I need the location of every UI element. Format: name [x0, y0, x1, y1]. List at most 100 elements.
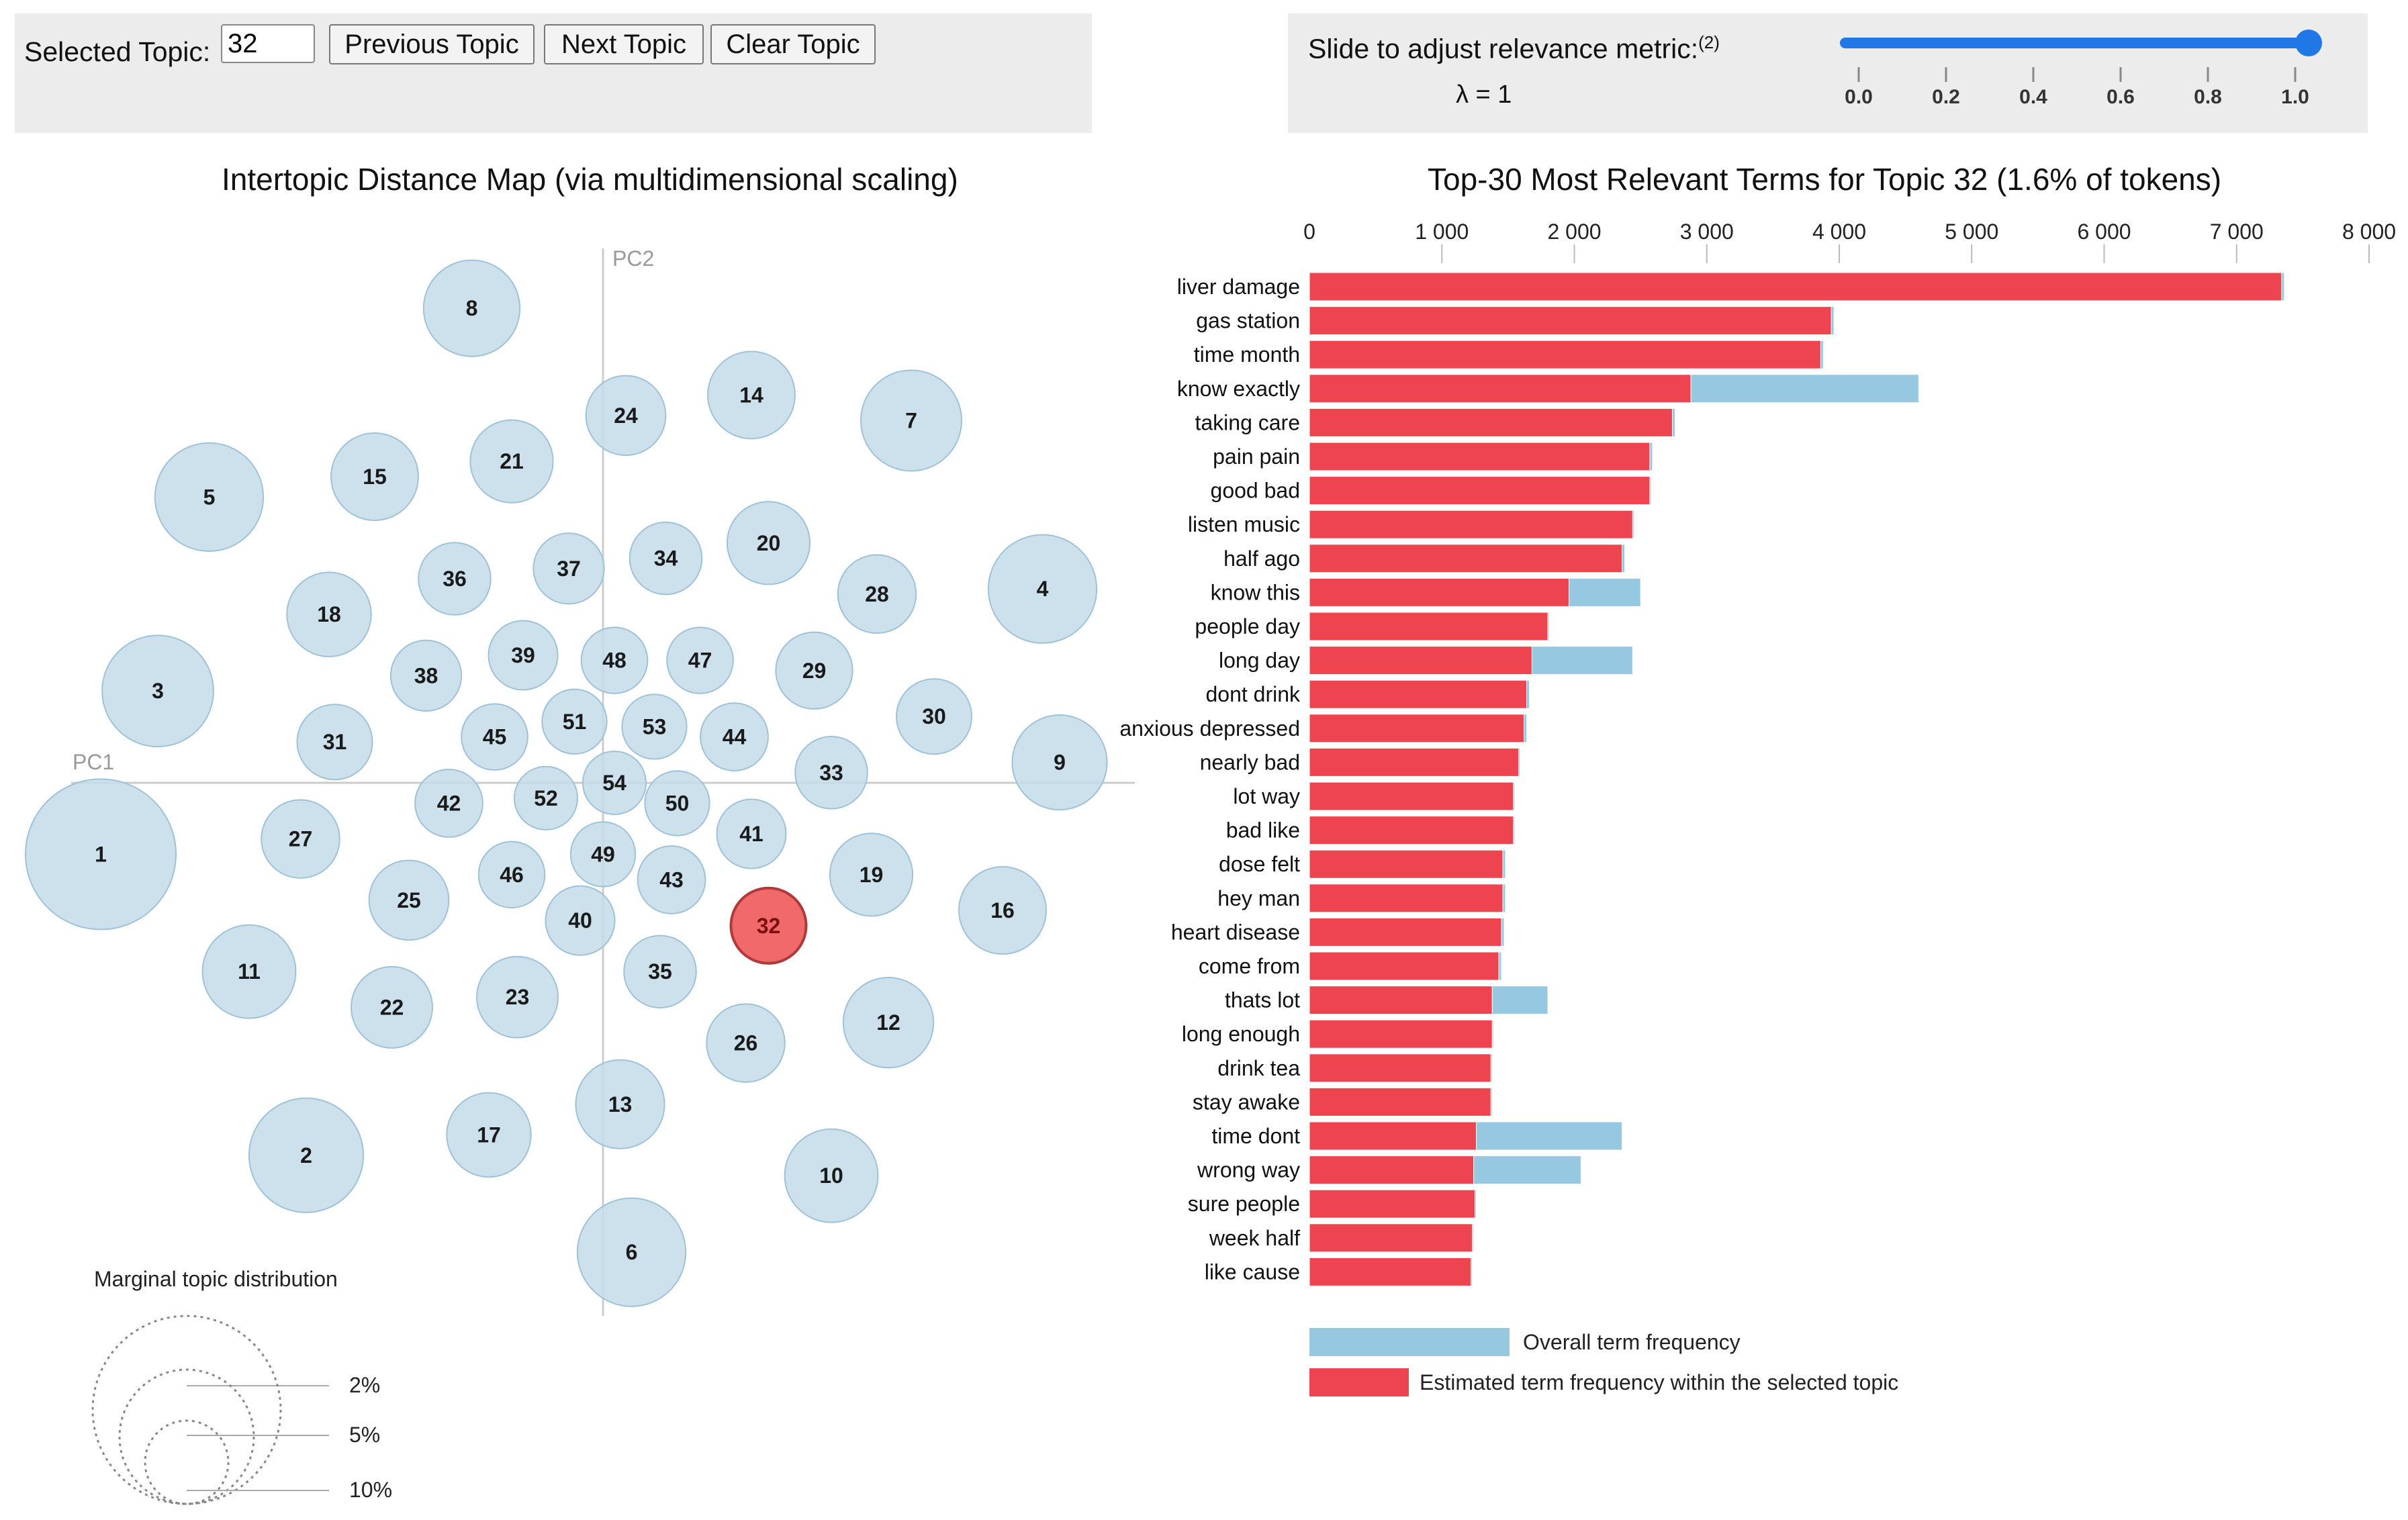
topic-bubble-45[interactable]: 45 [461, 703, 528, 771]
topic-bubble-4[interactable]: 4 [987, 534, 1098, 644]
term-row[interactable]: lot way [1233, 781, 1516, 811]
topic-bubble-40[interactable]: 40 [545, 885, 616, 956]
topic-circle[interactable] [201, 924, 297, 1019]
topic-bubble-37[interactable]: 37 [532, 532, 605, 605]
topic-bubble-51[interactable]: 51 [541, 688, 608, 755]
topic-frequency-bar[interactable] [1309, 816, 1514, 845]
topic-bubble-2[interactable]: 2 [248, 1097, 365, 1213]
topic-circle[interactable] [569, 821, 637, 888]
topic-circle[interactable] [576, 1197, 687, 1307]
topic-frequency-bar[interactable] [1309, 917, 1502, 947]
topic-bubble-13[interactable]: 13 [575, 1059, 665, 1149]
topic-frequency-bar[interactable] [1309, 679, 1527, 709]
topic-circle[interactable] [829, 833, 914, 917]
topic-frequency-bar[interactable] [1309, 1121, 1477, 1151]
topic-circle[interactable] [476, 955, 559, 1039]
topic-bubble-34[interactable]: 34 [629, 521, 703, 596]
topic-circle[interactable] [532, 532, 605, 605]
topic-bubble-39[interactable]: 39 [488, 620, 559, 691]
topic-circle[interactable] [580, 626, 649, 694]
term-row[interactable]: listen music [1188, 510, 1634, 539]
topic-bubble-25[interactable]: 25 [368, 859, 450, 941]
term-row[interactable]: stay awake [1193, 1087, 1493, 1117]
topic-circle[interactable] [716, 798, 787, 869]
term-row[interactable]: gas station [1196, 306, 1835, 336]
topic-bubble-12[interactable]: 12 [842, 977, 935, 1069]
topic-bubble-49[interactable]: 49 [569, 821, 637, 888]
topic-bubble-35[interactable]: 35 [623, 935, 697, 1008]
topic-circle[interactable] [389, 639, 463, 712]
topic-bubble-43[interactable]: 43 [637, 845, 706, 914]
topic-circle[interactable] [575, 1059, 665, 1149]
topic-circle[interactable] [706, 1003, 786, 1083]
topic-bubble-10[interactable]: 10 [784, 1128, 879, 1223]
topic-bubble-42[interactable]: 42 [414, 769, 483, 838]
topic-bubble-53[interactable]: 53 [621, 694, 688, 760]
topic-bubble-3[interactable]: 3 [101, 634, 214, 748]
topic-frequency-bar[interactable] [1309, 1223, 1473, 1253]
topic-bubble-11[interactable]: 11 [201, 924, 297, 1019]
topic-frequency-bar[interactable] [1309, 1053, 1491, 1083]
term-row[interactable]: bad like [1226, 816, 1516, 845]
term-row[interactable]: dose felt [1219, 849, 1506, 879]
topic-bubble-44[interactable]: 44 [700, 702, 769, 771]
topic-bubble-19[interactable]: 19 [829, 833, 914, 917]
topic-bubble-16[interactable]: 16 [958, 866, 1047, 955]
term-row[interactable]: long day [1219, 646, 1633, 675]
topic-circle[interactable] [296, 704, 373, 781]
clear-topic-button[interactable]: Clear Topic [710, 24, 876, 64]
topic-frequency-bar[interactable] [1309, 1087, 1491, 1117]
topic-bubble-32[interactable]: 32 [729, 886, 808, 965]
slider-thumb[interactable] [2295, 30, 2322, 56]
topic-frequency-bar[interactable] [1309, 1257, 1472, 1286]
topic-bubble-54[interactable]: 54 [582, 750, 647, 816]
topic-bubble-48[interactable]: 48 [580, 626, 649, 694]
topic-bubble-15[interactable]: 15 [330, 432, 419, 521]
term-row[interactable]: liver damage [1177, 272, 2285, 301]
topic-bubble-30[interactable]: 30 [896, 678, 972, 755]
term-row[interactable]: come from [1199, 951, 1502, 981]
term-row[interactable]: know this [1211, 577, 1641, 607]
topic-frequency-bar[interactable] [1309, 408, 1673, 437]
topic-circle[interactable] [545, 885, 616, 956]
term-row[interactable]: time month [1194, 340, 1824, 369]
term-row[interactable]: thats lot [1225, 986, 1548, 1015]
topic-circle[interactable] [513, 765, 579, 830]
topic-bubble-7[interactable]: 7 [860, 369, 963, 472]
topic-circle[interactable] [860, 369, 963, 472]
topic-circle[interactable] [461, 703, 528, 771]
topic-bubble-38[interactable]: 38 [389, 639, 463, 712]
term-row[interactable]: pain pain [1213, 442, 1653, 471]
topic-frequency-bar[interactable] [1309, 986, 1493, 1015]
topic-circle[interactable] [351, 965, 433, 1049]
topic-bubble-21[interactable]: 21 [469, 419, 554, 504]
term-row[interactable]: dont drink [1205, 679, 1530, 709]
selected-topic-input[interactable] [221, 24, 315, 63]
topic-circle[interactable] [784, 1128, 879, 1223]
topic-bubble-41[interactable]: 41 [716, 798, 787, 869]
topic-bubble-27[interactable]: 27 [261, 799, 340, 879]
topic-circle[interactable] [794, 736, 868, 810]
term-row[interactable]: good bad [1211, 476, 1652, 506]
previous-topic-button[interactable]: Previous Topic [329, 24, 535, 64]
topic-bubble-23[interactable]: 23 [476, 955, 559, 1039]
topic-circle[interactable] [629, 521, 703, 596]
topic-circle[interactable] [154, 442, 265, 553]
topic-frequency-bar[interactable] [1309, 951, 1499, 981]
topic-circle[interactable] [623, 935, 697, 1008]
topic-circle[interactable] [488, 620, 559, 691]
topic-circle[interactable] [707, 350, 796, 440]
topic-circle[interactable] [25, 778, 177, 931]
topic-bubble-52[interactable]: 52 [513, 765, 579, 830]
topic-bubble-26[interactable]: 26 [706, 1003, 786, 1083]
topic-frequency-bar[interactable] [1309, 1019, 1493, 1049]
topic-bubble-20[interactable]: 20 [726, 501, 811, 585]
topic-circle[interactable] [261, 799, 340, 879]
topic-frequency-bar[interactable] [1309, 306, 1832, 336]
topic-circle[interactable] [286, 571, 372, 657]
term-row[interactable]: week half [1209, 1223, 1475, 1253]
term-row[interactable]: half ago [1223, 544, 1625, 573]
topic-bubble-28[interactable]: 28 [837, 554, 917, 634]
term-row[interactable]: long enough [1182, 1019, 1494, 1049]
topic-circle[interactable] [775, 631, 853, 710]
